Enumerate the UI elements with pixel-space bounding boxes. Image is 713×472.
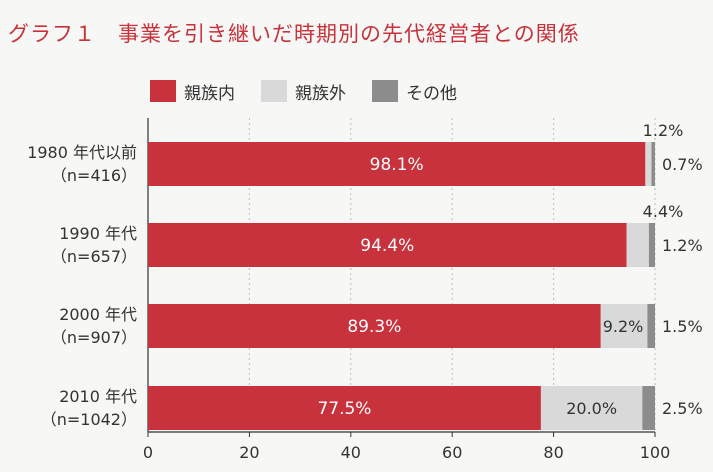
- category-n-label: （n=416）: [51, 166, 137, 185]
- x-tick-label: 20: [239, 443, 259, 462]
- legend-label-sonota: その他: [406, 83, 457, 104]
- data-label: 2.5%: [662, 399, 703, 418]
- legend: 親族内 親族外 その他: [150, 79, 483, 104]
- legend-label-shinzokugai: 親族外: [295, 83, 346, 104]
- data-label: 9.2%: [603, 317, 644, 336]
- bar-segment: [148, 223, 627, 267]
- data-label: 98.1%: [370, 155, 424, 175]
- bar-segment: [540, 386, 643, 430]
- category-label: 1980 年代以前: [27, 143, 137, 162]
- bar-segment: [600, 304, 648, 348]
- legend-swatch-shinzokunai: [150, 80, 176, 102]
- x-tick-label: 80: [543, 443, 563, 462]
- category-label: 1990 年代: [59, 224, 137, 243]
- x-tick-label: 100: [640, 443, 671, 462]
- x-tick-label: 40: [341, 443, 361, 462]
- data-label: 0.7%: [662, 155, 703, 174]
- data-label: 1.2%: [662, 236, 703, 255]
- x-tick-label: 0: [143, 443, 153, 462]
- bar-segment: [148, 386, 541, 430]
- legend-swatch-shinzokugai: [261, 80, 287, 102]
- bar-segment: [645, 142, 652, 186]
- legend-label-shinzokunai: 親族内: [184, 83, 235, 104]
- legend-item-shinzokunai: 親族内: [150, 79, 235, 104]
- category-n-label: （n=657）: [51, 247, 137, 266]
- bar-segment: [647, 304, 655, 348]
- chart-title: グラフ１ 事業を引き継いだ時期別の先代経営者との関係: [8, 22, 580, 46]
- data-label: 1.5%: [662, 317, 703, 336]
- bar-segment: [648, 223, 655, 267]
- legend-swatch-sonota: [372, 80, 398, 102]
- x-tick-label: 60: [442, 443, 462, 462]
- legend-item-shinzokugai: 親族外: [261, 79, 346, 104]
- category-label: 2010 年代: [59, 387, 137, 406]
- data-label: 77.5%: [317, 399, 371, 419]
- legend-item-sonota: その他: [372, 79, 457, 104]
- data-label: 89.3%: [347, 317, 401, 337]
- data-label: 4.4%: [643, 202, 684, 221]
- bar-segment: [148, 304, 601, 348]
- category-n-label: （n=907）: [51, 328, 137, 347]
- data-label: 94.4%: [360, 236, 414, 256]
- category-n-label: （n=1042）: [41, 410, 137, 429]
- category-label: 2000 年代: [59, 305, 137, 324]
- bar-segment: [651, 142, 655, 186]
- bar-segment: [642, 386, 655, 430]
- data-label: 1.2%: [643, 121, 684, 140]
- data-label: 20.0%: [566, 399, 617, 418]
- bar-segment: [148, 142, 646, 186]
- bar-segment: [626, 223, 649, 267]
